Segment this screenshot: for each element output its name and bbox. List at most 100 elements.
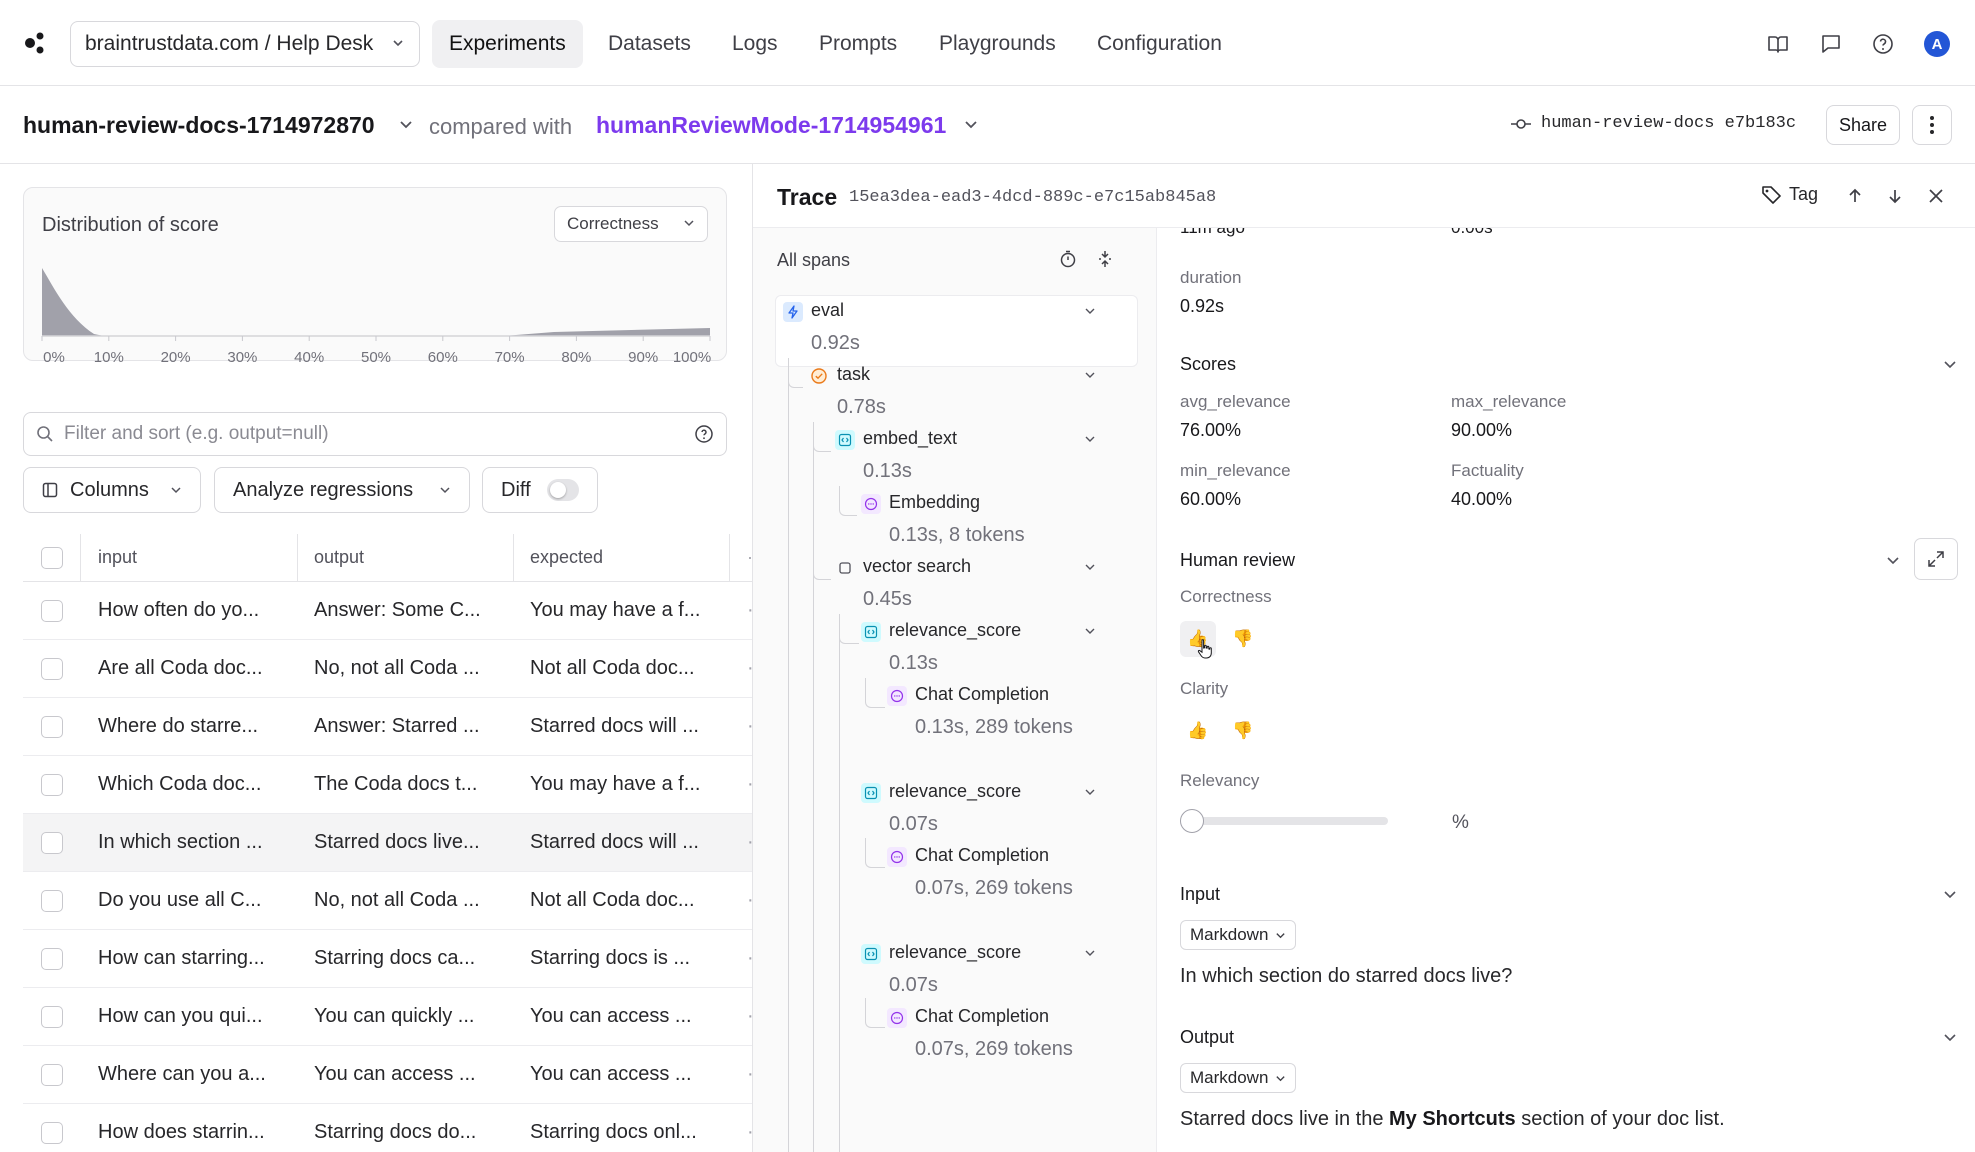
span-item[interactable]: task 0.78s (809, 364, 1125, 424)
output-text-pre: Starred docs live in the (1180, 1108, 1389, 1130)
span-item[interactable]: Embedding 0.13s, 8 tokens (861, 492, 1125, 552)
avatar[interactable]: A (1924, 31, 1950, 57)
row-checkbox[interactable] (41, 1005, 63, 1028)
cell-input: How can starring... (98, 947, 265, 969)
tag-button[interactable]: Tag (1761, 184, 1818, 205)
help-icon[interactable] (694, 424, 714, 444)
row-checkbox[interactable] (41, 773, 63, 796)
column-header-output[interactable]: output (314, 547, 365, 567)
span-item[interactable]: eval 0.92s (783, 300, 1125, 360)
collapse-icon[interactable] (1096, 250, 1114, 273)
row-checkbox[interactable] (41, 715, 63, 738)
chevron-down-icon[interactable] (1083, 432, 1097, 451)
output-format-select[interactable]: Markdown (1180, 1063, 1297, 1093)
filter-input[interactable]: Filter and sort (e.g. output=null) (23, 412, 727, 456)
comparison-experiment-name[interactable]: humanReviewMode-1714954961 (596, 112, 947, 138)
chevron-down-icon[interactable] (1083, 560, 1097, 579)
row-checkbox[interactable] (41, 599, 63, 622)
chevron-down-icon[interactable] (1942, 356, 1958, 377)
span-name: Chat Completion (915, 845, 1050, 865)
span-item[interactable]: relevance_score 0.07s (861, 942, 1125, 1002)
score-selector[interactable]: Correctness (554, 206, 708, 242)
chevron-down-icon[interactable] (1083, 946, 1097, 965)
relevancy-slider[interactable] (1180, 808, 1388, 834)
diff-toggle[interactable] (546, 479, 579, 501)
chevron-down-icon[interactable] (397, 115, 415, 138)
input-format-select[interactable]: Markdown (1180, 920, 1297, 950)
distribution-tick-label: 100% (673, 349, 711, 362)
clarity-thumbs-down-button[interactable]: 👎 (1225, 713, 1261, 749)
expand-button[interactable] (1914, 538, 1958, 580)
chevron-down-icon[interactable] (1083, 304, 1097, 323)
row-checkbox[interactable] (41, 1121, 63, 1144)
arrow-up-icon[interactable] (1842, 183, 1868, 209)
column-header-input[interactable]: input (98, 547, 138, 567)
column-header-expected[interactable]: expected (530, 547, 604, 567)
arrow-down-icon[interactable] (1882, 183, 1908, 209)
row-checkbox[interactable] (41, 657, 63, 680)
clarity-thumbs-up-button[interactable]: 👍 (1180, 713, 1216, 749)
tab-playgrounds[interactable]: Playgrounds (939, 32, 1056, 55)
table-row[interactable]: How can starring... Starring docs ca... St… (23, 930, 752, 988)
braintrust-logo-icon[interactable] (22, 30, 48, 56)
chevron-down-icon[interactable] (1942, 886, 1958, 907)
timer-icon[interactable] (1059, 250, 1077, 273)
table-row[interactable]: Are all Coda doc... No, not all Coda ... N… (23, 640, 752, 698)
score-label: avg_relevance (1180, 392, 1291, 411)
chevron-down-icon[interactable] (1942, 1029, 1958, 1050)
span-item[interactable]: Chat Completion 0.07s, 269 tokens (887, 1006, 1125, 1066)
cell-expected: You may have a f... (530, 599, 701, 621)
correctness-thumbs-down-button[interactable]: 👎 (1225, 621, 1261, 657)
table-row[interactable]: Where do starre... Answer: Starred ... Sta… (23, 698, 752, 756)
table-row[interactable]: How often do yo... Answer: Some C... You m… (23, 582, 752, 640)
slider-thumb[interactable] (1180, 809, 1204, 833)
analyze-regressions-button[interactable]: Analyze regressions (214, 467, 470, 513)
tab-prompts[interactable]: Prompts (819, 32, 898, 55)
span-item[interactable]: vector search 0.45s (835, 556, 1125, 616)
branch-name: human-review-docs (1541, 114, 1715, 133)
table-row[interactable]: Do you use all C... No, not all Coda ... N… (23, 872, 752, 930)
tab-datasets[interactable]: Datasets (608, 32, 691, 55)
help-icon[interactable] (1869, 30, 1897, 58)
scores-title[interactable]: Scores (1180, 354, 1237, 374)
row-checkbox[interactable] (41, 947, 63, 970)
chevron-down-icon[interactable] (1083, 624, 1097, 643)
table-row[interactable]: How can you qui... You can quickly ... You… (23, 988, 752, 1046)
columns-button[interactable]: Columns (23, 467, 201, 513)
project-selector[interactable]: braintrustdata.com / Help Desk (70, 21, 420, 67)
tab-logs[interactable]: Logs (732, 32, 778, 55)
function-icon (835, 430, 855, 450)
row-checkbox[interactable] (41, 831, 63, 854)
table-row[interactable]: Where can you a... You can access ... You … (23, 1046, 752, 1104)
row-checkbox[interactable] (41, 1063, 63, 1086)
chevron-down-icon (391, 32, 405, 56)
more-options-button[interactable] (1912, 105, 1952, 145)
table-row[interactable]: In which section ... Starred docs live...… (23, 814, 752, 872)
table-row[interactable]: How does starrin... Starring docs do... St… (23, 1104, 752, 1152)
experiment-name[interactable]: human-review-docs-1714972870 (23, 112, 375, 138)
select-all-checkbox[interactable] (41, 546, 63, 569)
span-item[interactable]: relevance_score 0.13s (861, 620, 1125, 680)
tab-experiments[interactable]: Experiments (432, 20, 583, 68)
table-row[interactable]: Which Coda doc... The Coda docs t... You m… (23, 756, 752, 814)
diff-toggle-button[interactable]: Diff (482, 467, 598, 513)
chevron-down-icon[interactable] (1083, 785, 1097, 804)
human-review-title[interactable]: Human review (1180, 550, 1296, 570)
chevron-down-icon[interactable] (962, 115, 980, 138)
close-icon[interactable] (1923, 183, 1949, 209)
chevron-down-icon[interactable] (1885, 552, 1901, 573)
book-icon[interactable] (1764, 30, 1792, 58)
tab-configuration[interactable]: Configuration (1097, 32, 1222, 55)
chat-icon[interactable] (1817, 30, 1845, 58)
span-item[interactable]: Chat Completion 0.13s, 289 tokens (887, 684, 1125, 744)
function-icon (861, 783, 881, 803)
chevron-down-icon[interactable] (1083, 368, 1097, 387)
span-item[interactable]: embed_text 0.13s (835, 428, 1125, 488)
span-item[interactable]: relevance_score 0.07s (861, 781, 1125, 841)
row-checkbox[interactable] (41, 889, 63, 912)
input-title[interactable]: Input (1180, 884, 1221, 904)
share-button[interactable]: Share (1826, 105, 1900, 145)
output-title[interactable]: Output (1180, 1027, 1235, 1047)
cell-output: You can access ... (314, 1063, 476, 1085)
span-item[interactable]: Chat Completion 0.07s, 269 tokens (887, 845, 1125, 905)
